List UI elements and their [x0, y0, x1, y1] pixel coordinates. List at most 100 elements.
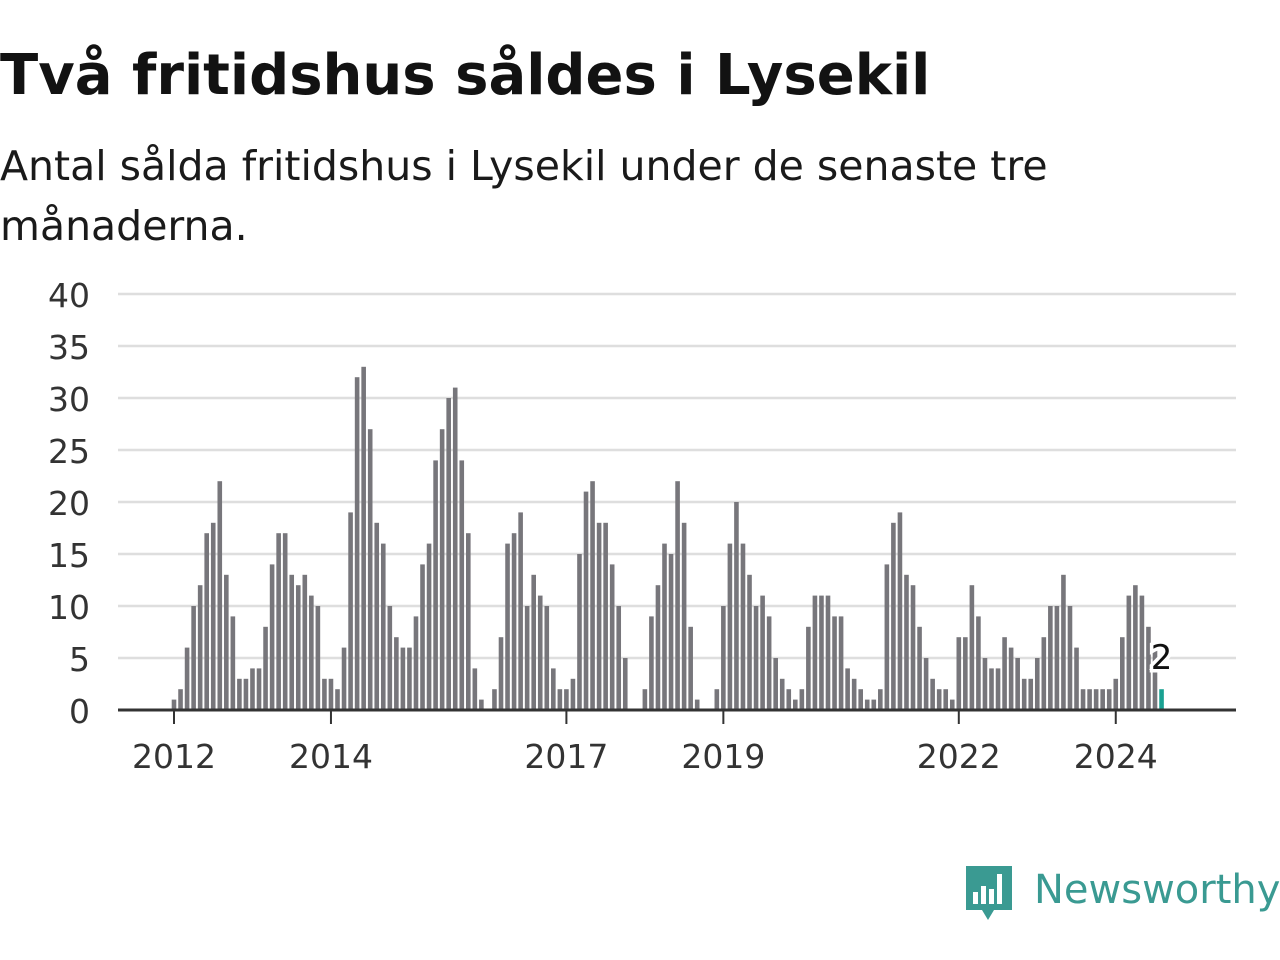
bar: [178, 689, 183, 710]
bar: [1002, 637, 1007, 710]
bar-highlight: [1159, 689, 1164, 710]
bar: [426, 543, 432, 710]
bar: [537, 595, 543, 710]
bar: [649, 616, 654, 710]
bar: [989, 668, 994, 710]
bar: [1133, 585, 1138, 710]
bar: [609, 564, 615, 710]
bar: [524, 606, 530, 710]
bar: [446, 398, 451, 710]
data-labels: 2: [1147, 635, 1176, 682]
bar: [387, 606, 393, 710]
bar: [263, 626, 268, 710]
bar: [1113, 678, 1119, 710]
y-tick-label: 20: [48, 484, 90, 523]
bar: [779, 678, 785, 710]
bar: [1139, 595, 1145, 710]
y-tick-label: 10: [48, 588, 90, 627]
bar: [864, 699, 870, 710]
bar: [616, 606, 622, 710]
bar: [479, 699, 484, 710]
bar: [1100, 689, 1105, 710]
bar: [1074, 647, 1079, 710]
bar: [191, 606, 196, 710]
bar: [289, 574, 295, 710]
bar: [243, 678, 249, 710]
bar: [603, 522, 608, 710]
bar: [295, 585, 301, 710]
bar: [956, 637, 962, 710]
bar: [1126, 595, 1132, 710]
bar: [721, 606, 726, 710]
bar: [747, 574, 752, 710]
bar: [825, 595, 831, 710]
x-tick-label: 2014: [289, 737, 373, 776]
bar: [564, 689, 569, 710]
bar: [1067, 606, 1073, 710]
bar: [1120, 637, 1125, 710]
bar: [943, 689, 949, 710]
bar: [590, 481, 595, 710]
bar: [884, 564, 890, 710]
bar: [361, 366, 366, 710]
y-tick-label: 15: [48, 536, 90, 575]
bar: [681, 522, 687, 710]
bar-chart: 0 5 10 15 20 25 30 35 40 2012 2014 2017 2019 2022 202…: [48, 276, 1236, 776]
bar: [871, 699, 877, 710]
chart-subtitle: Antal sålda fritidshus i Lysekil under d…: [0, 142, 1048, 250]
bar: [380, 543, 386, 710]
bar: [171, 699, 177, 710]
bar: [276, 533, 281, 710]
bar: [1034, 658, 1040, 710]
bar: [309, 595, 314, 710]
x-axis-ticks: 2012 2014 2017 2019 2022 2024: [132, 710, 1158, 776]
bar: [394, 637, 399, 710]
bar: [930, 678, 935, 710]
y-axis-ticks: 0 5 10 15 20 25 30 35 40: [48, 276, 90, 731]
bar: [433, 460, 438, 710]
y-tick-label: 25: [48, 432, 90, 471]
bar: [407, 647, 412, 710]
bar: [675, 481, 680, 710]
bar: [851, 678, 857, 710]
bar: [969, 585, 975, 710]
bar: [891, 522, 896, 710]
bar: [518, 512, 523, 710]
bar: [1054, 606, 1060, 710]
bar: [760, 595, 765, 710]
bar: [1048, 606, 1053, 710]
y-tick-label: 0: [69, 692, 90, 731]
bar: [184, 647, 190, 710]
bar: [544, 606, 550, 710]
bar: [995, 668, 1001, 710]
y-tick-label: 40: [48, 276, 90, 315]
bar: [492, 689, 497, 710]
bar: [583, 491, 589, 710]
bar: [348, 512, 353, 710]
bar: [1008, 647, 1014, 710]
x-tick-label: 2022: [917, 737, 1001, 776]
bar: [1015, 658, 1020, 710]
x-tick-label: 2017: [524, 737, 608, 776]
bar: [217, 481, 223, 710]
bar: [1061, 574, 1066, 710]
bar: [949, 699, 955, 710]
bar: [923, 658, 929, 710]
bar: [766, 616, 772, 710]
bar: [250, 668, 255, 710]
bar: [806, 626, 811, 710]
bar: [302, 574, 308, 710]
bar: [420, 564, 425, 710]
bar: [315, 606, 321, 710]
bar: [498, 637, 504, 710]
x-tick-label: 2012: [132, 737, 216, 776]
bar: [531, 574, 536, 710]
bar: [459, 460, 465, 710]
bar: [622, 658, 628, 710]
bar: [322, 678, 327, 710]
bar: [1146, 626, 1151, 710]
bar: [897, 512, 903, 710]
y-tick-label: 30: [48, 380, 90, 419]
bar: [963, 637, 968, 710]
bar: [551, 668, 556, 710]
